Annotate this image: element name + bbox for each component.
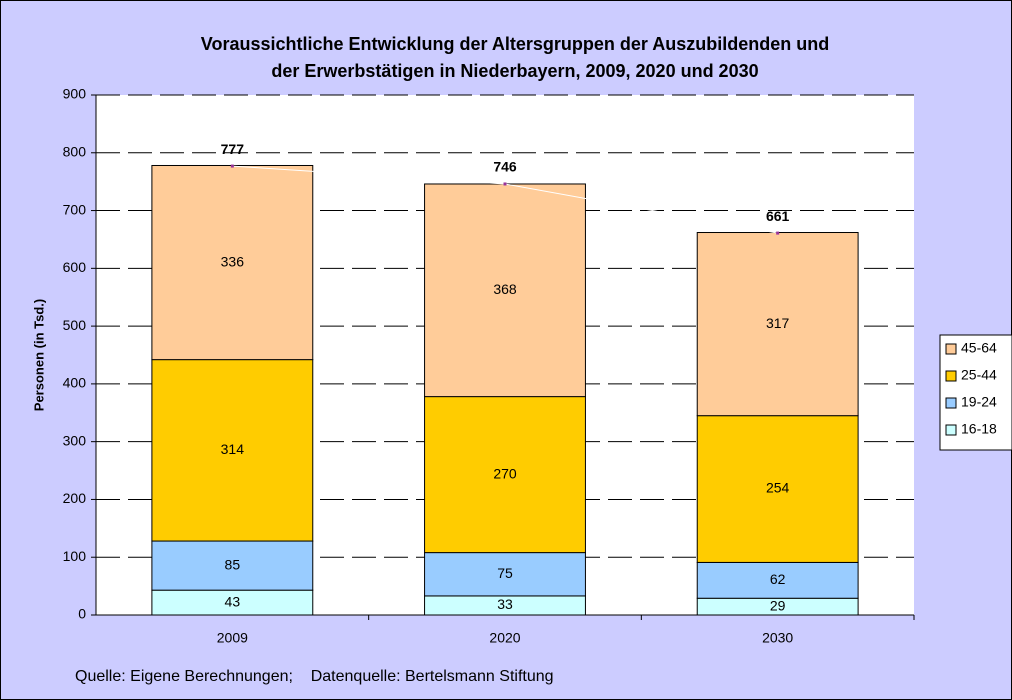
bar-segment [424,552,586,597]
y-tick-label: 100 [63,548,87,564]
x-tick-label: 2020 [489,630,520,646]
data-label: 85 [225,556,241,572]
bar-segment [696,415,859,563]
bar-segment [696,232,859,417]
bar-segment [424,183,586,398]
legend-label: 25-44 [961,367,997,383]
data-label: 254 [766,480,790,496]
total-label: 661 [766,208,790,224]
bar-segment [151,589,314,616]
legend-swatch [945,343,957,355]
y-axis-label: Personen (in Tsd.) [31,299,46,411]
data-label: 336 [221,253,245,269]
total-marker [776,231,780,235]
bar-segment [424,396,586,554]
legend-swatch [945,424,957,436]
data-label: 29 [770,597,786,613]
y-tick-label: 0 [78,606,86,622]
chart-title: Voraussichtliche Entwicklung der Altersg… [201,34,829,54]
legend-swatch [945,370,957,382]
total-marker [503,182,507,186]
data-label: 317 [766,315,790,331]
data-label: 368 [493,281,517,297]
x-tick-label: 2030 [762,630,793,646]
bar-segment [151,540,314,591]
y-tick-label: 900 [63,86,87,102]
data-label: 43 [225,593,241,609]
source-note: Quelle: Eigene Berechnungen; Datenquelle… [75,668,554,685]
y-tick-label: 500 [63,317,87,333]
legend-label: 16-18 [961,421,997,437]
legend-swatch [945,397,957,409]
bar-segment [151,164,314,361]
y-tick-label: 800 [63,143,87,159]
y-tick-label: 600 [63,259,87,275]
data-label: 314 [221,441,245,457]
y-tick-label: 400 [63,375,87,391]
bar-segment [151,359,314,542]
y-tick-label: 700 [63,201,87,217]
legend-label: 45-64 [961,340,997,356]
chart-title: der Erwerbstätigen in Niederbayern, 2009… [271,61,758,81]
legend-label: 19-24 [961,394,997,410]
x-tick-label: 2009 [217,630,248,646]
data-label: 75 [497,565,513,581]
total-marker [230,164,234,168]
total-label: 746 [493,159,517,175]
y-tick-label: 300 [63,432,87,448]
data-label: 62 [770,571,786,587]
y-tick-label: 200 [63,490,87,506]
total-label: 777 [221,141,245,157]
data-label: 33 [497,596,513,612]
data-label: 270 [493,465,517,481]
